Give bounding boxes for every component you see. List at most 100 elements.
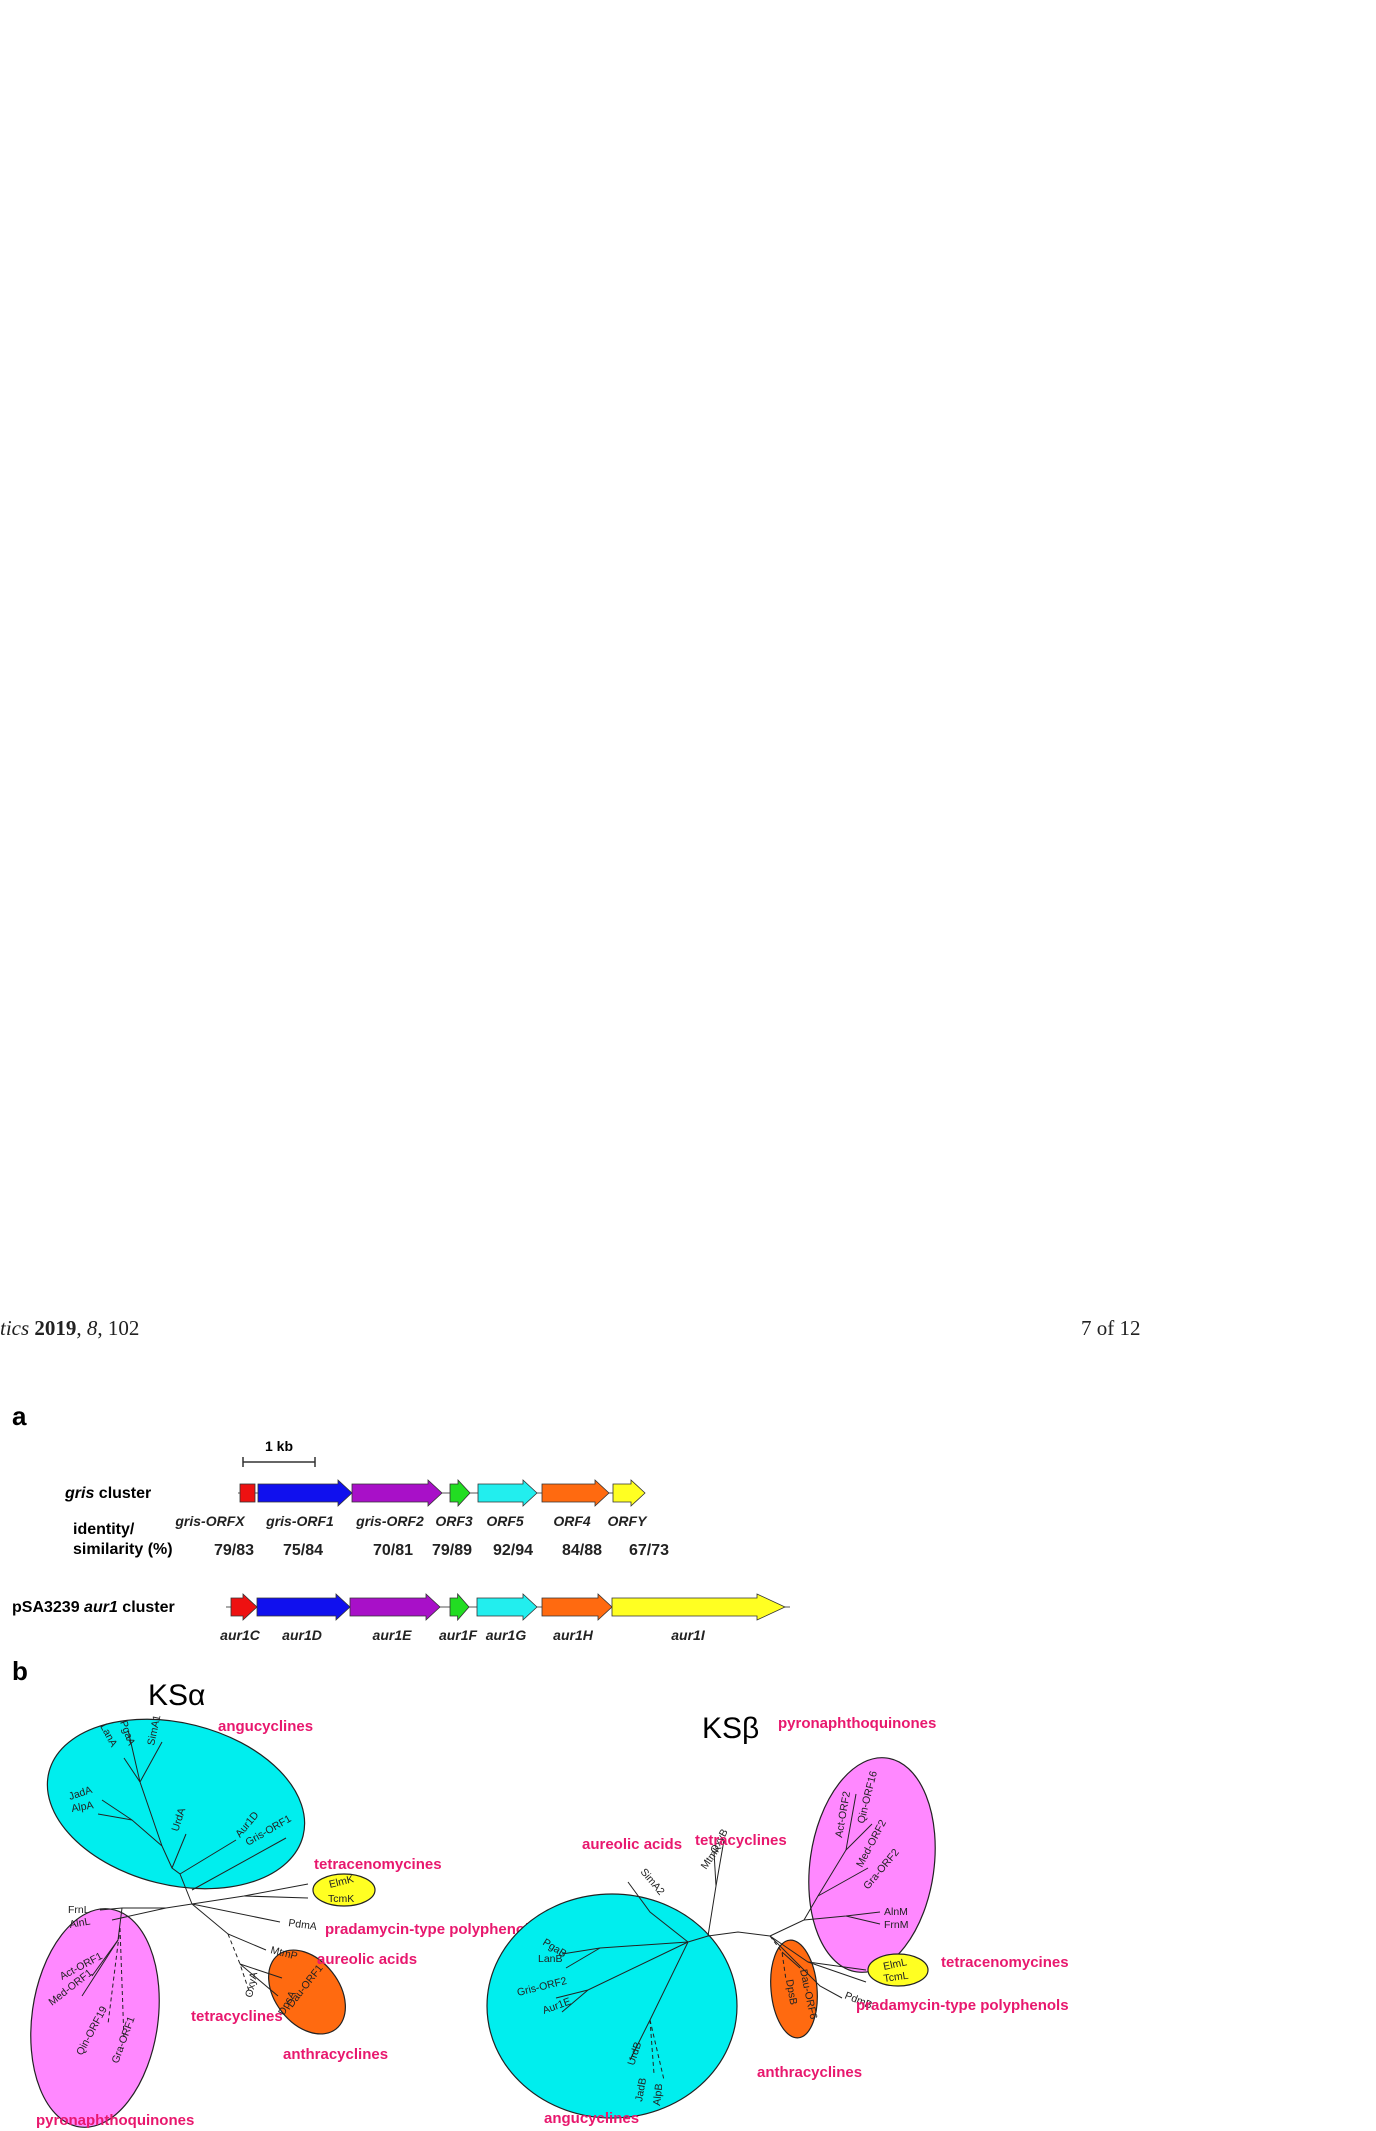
scale-bar: 1 kb (242, 1438, 316, 1467)
identity-value-5: 92/94 (493, 1542, 533, 1559)
ks-alpha-group-angucyclines: angucyclines (218, 1718, 313, 1735)
leaf-DpsB: DpsB (783, 1978, 799, 2005)
journal-name-fragment: tics (0, 1316, 30, 1340)
panel-b-label: b (12, 1656, 28, 1686)
aur1-cluster-label: pSA3239 aur1 cluster (12, 1599, 175, 1616)
ks-beta-anthracyclines-clade (770, 1939, 818, 2039)
gene-label-orf4: ORF4 (553, 1513, 591, 1529)
leaf-ElmK: ElmK (328, 1873, 355, 1891)
ks-beta-pyronaphthoquinones-clade (808, 1757, 936, 1973)
gene-label-orfy: ORFY (608, 1513, 649, 1529)
leaf-FrnL: FrnL (68, 1904, 90, 1916)
ks-alpha-group-tetracyclines: tetracyclines (191, 2008, 283, 2025)
gene-arrow-gris-orfx (239, 1483, 256, 1503)
gene-arrow-orfy (612, 1479, 646, 1507)
ks-beta-group-aureolic: aureolic acids (582, 1836, 682, 1853)
ks-alpha-group-pradamycin: pradamycin-type polyphenols (325, 1921, 538, 1938)
gene-label-aur1d: aur1D (282, 1627, 322, 1643)
gene-arrow-orf5 (477, 1479, 538, 1507)
gene-label-orf5: ORF5 (486, 1513, 524, 1529)
leaf-TcmK: TcmK (328, 1893, 354, 1905)
ks-alpha-group-tetracenomycines: tetracenomycines (314, 1856, 442, 1873)
figure-graphic: a 1 kb gris cluster gris-ORFX gris-ORF1 gr… (12, 1401, 1069, 2129)
gene-arrow-aur1f (449, 1592, 470, 1622)
gene-arrow-aur1e (349, 1593, 441, 1621)
gene-label-aur1e: aur1E (373, 1627, 413, 1643)
gene-label-aur1h: aur1H (553, 1627, 594, 1643)
identity-value-7: 67/73 (629, 1542, 669, 1559)
ks-alpha-group-labels: angucyclines tetracenomycines pradamycin… (36, 1718, 538, 2129)
ks-alpha-group-aureolic: aureolic acids (317, 1951, 417, 1968)
aur1-cluster-name: aur1 (84, 1599, 118, 1616)
aur1-gene-row: aur1C aur1D aur1E aur1F aur1G aur1H aur1I (220, 1592, 790, 1643)
journal-citation: tics 2019, 8, 102 (0, 1316, 140, 1340)
ks-beta-tree: KSβ (486, 1712, 1069, 2127)
ks-beta-group-labels: pyronaphthoquinones aureolic acids tetra… (544, 1715, 1069, 2127)
aur1-cluster-prefix: pSA3239 (12, 1599, 84, 1616)
gene-label-aur1c: aur1C (220, 1627, 261, 1643)
identity-value-4: 79/89 (432, 1542, 472, 1559)
scale-bar-label: 1 kb (265, 1438, 293, 1454)
gene-arrow-orf4 (541, 1479, 610, 1507)
ks-alpha-tree: KSα (30, 1679, 538, 2129)
leaf-ElmL: ElmL (882, 1956, 908, 1973)
gene-arrow-aur1h (541, 1593, 613, 1621)
identity-row: 79/83 75/84 70/81 79/89 92/94 84/88 67/73 (214, 1542, 669, 1559)
ks-alpha-group-anthracyclines: anthracyclines (283, 2046, 388, 2063)
gene-arrow-aur1i (611, 1593, 786, 1621)
journal-volume: 8 (86, 1316, 98, 1340)
gene-arrow-aur1g (476, 1593, 538, 1621)
gene-arrow-aur1d (256, 1593, 351, 1621)
gene-label-gris-orf1: gris-ORF1 (265, 1513, 334, 1529)
leaf-AlnM: AlnM (884, 1906, 908, 1918)
leaf-SimA2: SimA2 (638, 1866, 667, 1898)
identity-value-1: 79/83 (214, 1542, 254, 1559)
ks-beta-group-tetracyclines: tetracyclines (695, 1832, 787, 1849)
ks-beta-group-pyronaphthoquinones: pyronaphthoquinones (778, 1715, 936, 1732)
ks-beta-group-angucyclines: angucyclines (544, 2110, 639, 2127)
page-number: 7 of 12 (1081, 1316, 1141, 1340)
leaf-PdmA: PdmA (288, 1917, 318, 1933)
ks-beta-group-anthracyclines: anthracyclines (757, 2064, 862, 2081)
identity-value-2: 75/84 (283, 1542, 323, 1559)
gene-arrow-aur1c (230, 1593, 258, 1621)
gris-cluster-label: gris cluster (64, 1485, 151, 1502)
figure: a 1 kb gris cluster gris-ORFX gris-ORF1 gr… (0, 1380, 1376, 2131)
panel-b: b KSα (12, 1656, 1069, 2129)
running-head: tics 2019, 8, 102 7 of 12 (0, 1316, 1376, 1346)
leaf-OxyA: OxyA (243, 1971, 260, 1999)
gene-arrow-gris-orf2 (351, 1479, 443, 1507)
panel-a: a 1 kb gris cluster gris-ORFX gris-ORF1 gr… (12, 1401, 790, 1643)
panel-a-label: a (12, 1401, 27, 1431)
ks-beta-tetracenomycines-clade (867, 1953, 929, 1987)
identity-label-line2: similarity (%) (73, 1541, 173, 1558)
gene-label-gris-orf2: gris-ORF2 (355, 1513, 424, 1529)
leaf-JadB: JadB (633, 2077, 649, 2103)
journal-year: 2019 (34, 1316, 77, 1340)
leaf-AlnL: AlnL (68, 1915, 91, 1930)
ks-alpha-branches (81, 1729, 309, 2041)
gene-label-orf3: ORF3 (435, 1513, 473, 1529)
gene-arrow-orf3 (449, 1478, 471, 1508)
ks-alpha-tetracenomycines-clade (312, 1873, 376, 1907)
ks-beta-title: KSβ (702, 1712, 759, 1745)
ks-alpha-angucyclines-clade (46, 1718, 306, 1890)
gene-label-aur1g: aur1G (486, 1627, 527, 1643)
ks-alpha-title: KSα (148, 1679, 205, 1712)
leaf-TcmL: TcmL (883, 1970, 910, 1985)
ks-beta-angucyclines-clade (486, 1893, 738, 2119)
gene-label-aur1i: aur1I (671, 1627, 706, 1643)
gene-label-aur1f: aur1F (439, 1627, 478, 1643)
article-number: 102 (107, 1316, 140, 1340)
leaf-LanB: LanB (538, 1953, 563, 1965)
leaf-AlpB: AlpB (651, 2083, 665, 2106)
ks-beta-group-pradamycin: pradamycin-type polyphenols (856, 1997, 1069, 2014)
ks-alpha-group-pyronaphthoquinones: pyronaphthoquinones (36, 2112, 194, 2129)
gene-arrow-gris-orf1 (257, 1479, 353, 1507)
leaf-AlpA: AlpA (70, 1799, 94, 1815)
gris-cluster-name: gris (64, 1485, 94, 1502)
identity-value-3: 70/81 (373, 1542, 413, 1559)
identity-label-line1: identity/ (73, 1521, 135, 1538)
gris-gene-row: gris-ORFX gris-ORF1 gris-ORF2 ORF3 ORF5 ORF4 O… (174, 1478, 649, 1529)
leaf-FrnM: FrnM (884, 1919, 909, 1931)
